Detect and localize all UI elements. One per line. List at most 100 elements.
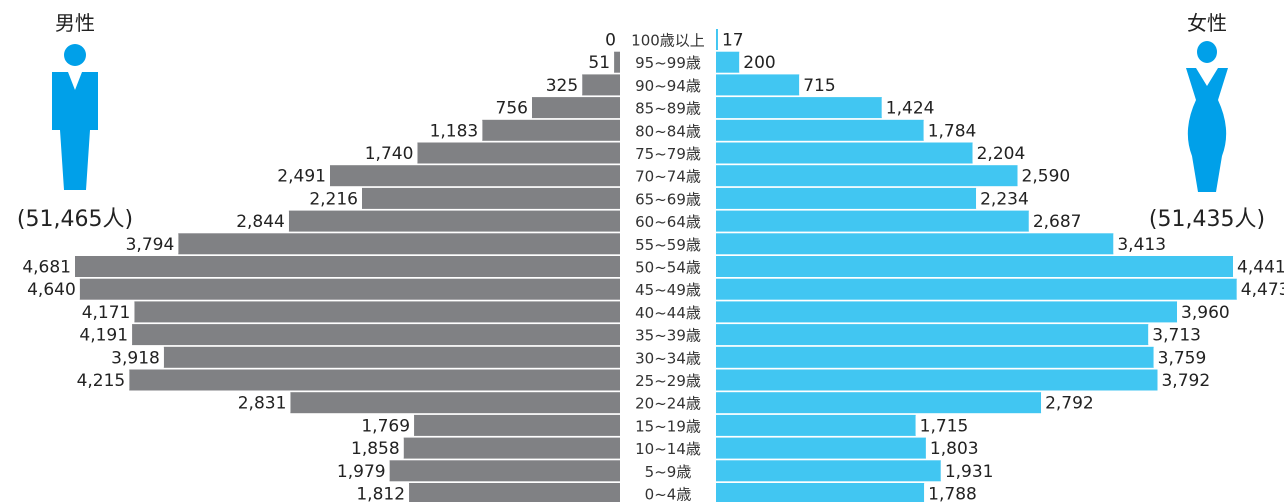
female-value-label: 1,788 xyxy=(928,485,977,502)
male-value-label: 1,858 xyxy=(351,439,400,459)
female-bar xyxy=(716,437,926,459)
age-label: 40~44歳 xyxy=(635,304,701,322)
male-value-label: 756 xyxy=(496,99,528,119)
female-label-bg xyxy=(1157,370,1218,390)
male-bar xyxy=(329,165,620,187)
female-value-label: 3,960 xyxy=(1181,303,1230,323)
female-title: 女性 xyxy=(1187,11,1227,35)
female-value-label: 17 xyxy=(722,31,744,51)
female-bar xyxy=(716,187,977,209)
female-label-bg xyxy=(1148,325,1209,345)
male-label-bg xyxy=(492,98,532,118)
female-value-label: 1,715 xyxy=(920,416,969,436)
female-value-label: 2,204 xyxy=(977,144,1026,164)
female-bar xyxy=(716,142,973,164)
male-value-label: 51 xyxy=(588,53,610,73)
male-label-bg xyxy=(421,120,483,140)
male-label-bg xyxy=(542,75,583,95)
age-label: 75~79歳 xyxy=(635,145,701,163)
male-bar xyxy=(129,369,621,391)
female-value-label: 3,413 xyxy=(1117,235,1166,255)
age-label: 65~69歳 xyxy=(635,190,701,208)
male-value-label: 2,216 xyxy=(309,189,358,209)
male-label-bg xyxy=(356,143,418,163)
male-bar xyxy=(290,392,620,414)
male-label-bg xyxy=(229,393,291,413)
male-bar xyxy=(178,233,621,255)
female-label-bg xyxy=(1177,302,1238,322)
male-value-label: 1,769 xyxy=(361,416,410,436)
female-bar xyxy=(716,119,924,141)
male-bar xyxy=(361,187,620,209)
female-label-bg xyxy=(976,188,1037,208)
female-label-bg xyxy=(972,143,1034,163)
female-value-label: 1,424 xyxy=(886,99,935,119)
age-label: 10~14歳 xyxy=(635,440,701,458)
female-label-bg xyxy=(1233,257,1284,276)
female-bar xyxy=(716,301,1178,323)
female-value-label: 2,687 xyxy=(1033,212,1082,232)
man-icon xyxy=(52,44,98,190)
male-label-bg xyxy=(301,188,362,208)
female-total: (51,435人) xyxy=(1149,207,1265,232)
age-label: 45~49歳 xyxy=(635,281,701,299)
male-value-label: 4,191 xyxy=(79,326,128,346)
male-total: (51,465人) xyxy=(17,207,133,232)
age-label: 20~24歳 xyxy=(635,395,701,413)
female-label-bg xyxy=(1041,393,1102,413)
female-bar xyxy=(716,414,916,436)
female-value-label: 1,931 xyxy=(945,462,994,482)
male-label-bg xyxy=(19,279,80,299)
female-label-bg xyxy=(924,484,985,502)
female-label-bg xyxy=(925,438,987,458)
male-label-bg xyxy=(348,484,410,502)
female-bar xyxy=(716,256,1234,277)
age-label: 55~59歳 xyxy=(635,236,701,254)
female-label-bg xyxy=(717,30,747,49)
female-label-bg xyxy=(1153,347,1215,367)
female-label-bg xyxy=(1236,279,1284,299)
age-label: 95~99歳 xyxy=(635,54,701,72)
age-label: 15~19歳 xyxy=(635,417,701,435)
female-bar xyxy=(716,165,1018,187)
male-value-label: 3,918 xyxy=(111,348,160,368)
female-bar xyxy=(716,392,1042,414)
male-label-bg xyxy=(73,302,135,322)
female-label-bg xyxy=(923,120,985,140)
male-label-bg xyxy=(353,415,415,435)
male-label-bg xyxy=(68,370,130,390)
male-label-bg xyxy=(585,52,615,72)
age-label: 80~84歳 xyxy=(635,122,701,140)
female-label-bg xyxy=(1017,166,1079,186)
female-bar xyxy=(716,233,1114,255)
female-label-bg xyxy=(881,98,943,118)
male-bar xyxy=(163,346,620,368)
age-label: 25~29歳 xyxy=(635,372,701,390)
age-label: 0~4歳 xyxy=(645,486,692,502)
male-bar xyxy=(531,97,620,119)
male-bar xyxy=(75,256,620,277)
female-label-bg xyxy=(799,75,839,95)
female-value-label: 1,803 xyxy=(930,439,979,459)
male-label-bg xyxy=(329,461,390,481)
female-bar xyxy=(716,483,925,502)
male-label-bg xyxy=(228,211,289,231)
male-bar xyxy=(482,119,620,141)
male-value-label: 2,831 xyxy=(238,394,287,414)
female-bar xyxy=(716,324,1149,346)
male-bar xyxy=(417,142,620,164)
female-value-label: 4,473 xyxy=(1241,280,1284,300)
male-value-label: 325 xyxy=(546,76,578,96)
male-bar xyxy=(134,301,620,323)
age-label: 100歳以上 xyxy=(631,32,705,50)
woman-icon xyxy=(1186,41,1228,192)
male-label-bg xyxy=(14,257,75,276)
male-label-bg xyxy=(117,234,179,254)
female-bar xyxy=(716,460,941,482)
age-label: 5~9歳 xyxy=(645,463,692,481)
male-value-label: 0 xyxy=(605,31,616,51)
male-value-label: 1,183 xyxy=(430,121,479,141)
male-bar xyxy=(132,324,620,346)
male-label-bg xyxy=(269,166,330,186)
